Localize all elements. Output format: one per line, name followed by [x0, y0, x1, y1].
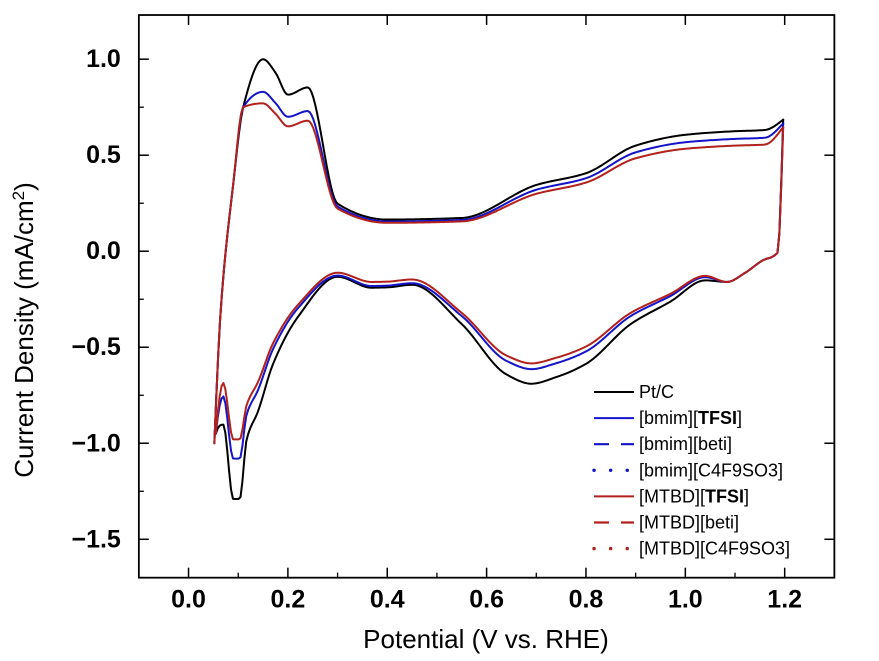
- svg-text:1.0: 1.0: [668, 586, 703, 614]
- svg-text:0.8: 0.8: [569, 586, 604, 614]
- svg-text:−0.5: −0.5: [71, 333, 120, 361]
- svg-text:[MTBD][C4F9SO3]: [MTBD][C4F9SO3]: [639, 539, 790, 559]
- svg-text:−1.5: −1.5: [71, 525, 120, 553]
- svg-text:Pt/C: Pt/C: [639, 382, 674, 402]
- svg-text:1.0: 1.0: [86, 45, 121, 73]
- svg-text:[MTBD][TFSI]: [MTBD][TFSI]: [639, 486, 749, 506]
- svg-text:[bmim][beti]: [bmim][beti]: [639, 434, 732, 454]
- svg-text:0.4: 0.4: [370, 586, 405, 614]
- svg-text:0.0: 0.0: [171, 586, 206, 614]
- svg-text:0.5: 0.5: [86, 141, 121, 169]
- svg-text:0.0: 0.0: [86, 237, 121, 265]
- svg-text:1.2: 1.2: [767, 586, 802, 614]
- svg-text:0.6: 0.6: [469, 586, 504, 614]
- svg-text:−1.0: −1.0: [71, 429, 120, 457]
- svg-text:[MTBD][beti]: [MTBD][beti]: [639, 513, 739, 533]
- svg-text:[bmim][C4F9SO3]: [bmim][C4F9SO3]: [639, 460, 783, 480]
- svg-text:[bmim][TFSI]: [bmim][TFSI]: [639, 408, 742, 428]
- svg-text:Potential (V vs. RHE): Potential (V vs. RHE): [363, 624, 609, 654]
- svg-text:Current Density (mA/cm2): Current Density (mA/cm2): [9, 182, 40, 478]
- svg-text:0.2: 0.2: [271, 586, 306, 614]
